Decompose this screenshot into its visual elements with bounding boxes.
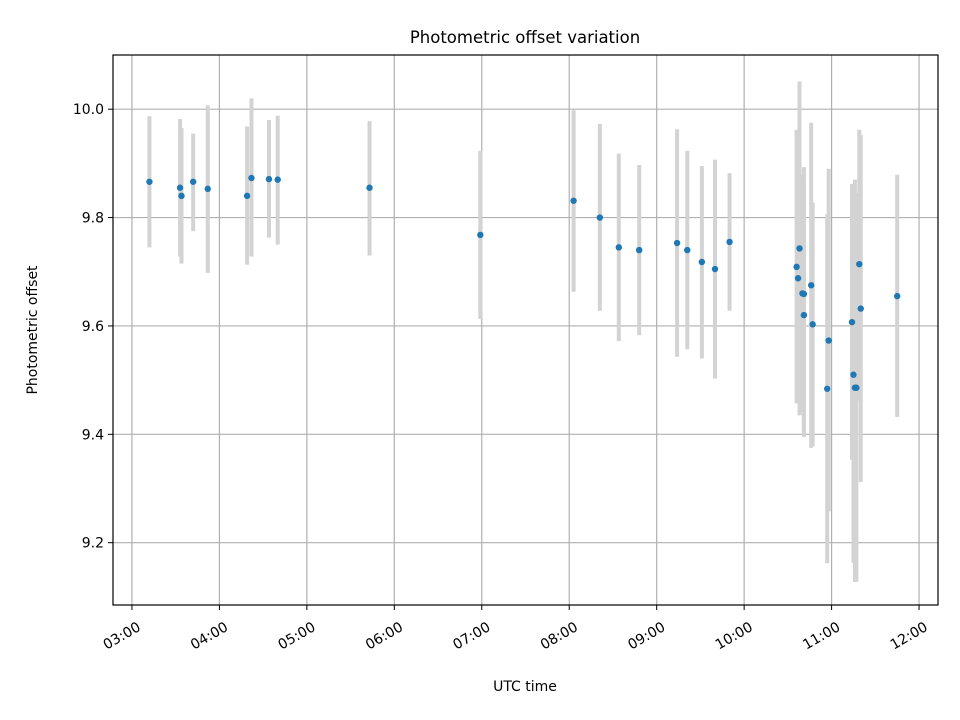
data-point bbox=[635, 246, 643, 254]
data-point bbox=[800, 311, 808, 319]
y-tick-label: 9.8 bbox=[82, 211, 104, 227]
data-point bbox=[243, 192, 251, 200]
data-point bbox=[825, 337, 832, 344]
chart-title: Photometric offset variation bbox=[410, 28, 640, 47]
data-point bbox=[570, 197, 577, 204]
data-point bbox=[366, 184, 373, 191]
data-point bbox=[146, 178, 153, 185]
data-point bbox=[794, 275, 802, 282]
data-point bbox=[853, 384, 860, 391]
y-axis-label: Photometric offset bbox=[25, 265, 41, 395]
data-point bbox=[673, 239, 681, 247]
data-point bbox=[698, 258, 706, 266]
data-point bbox=[189, 178, 197, 185]
data-point bbox=[796, 245, 803, 252]
data-point bbox=[809, 321, 816, 328]
data-point bbox=[726, 238, 733, 246]
point-layer bbox=[146, 174, 901, 392]
data-point bbox=[684, 246, 691, 254]
data-point bbox=[204, 185, 211, 193]
y-tick-label: 9.2 bbox=[82, 536, 104, 552]
y-tick-label: 10.0 bbox=[73, 102, 104, 118]
data-point bbox=[850, 371, 857, 378]
data-point bbox=[176, 184, 184, 191]
data-point bbox=[615, 244, 622, 251]
x-axis-label: UTC time bbox=[493, 679, 557, 695]
data-point bbox=[265, 175, 273, 183]
data-point bbox=[807, 282, 815, 289]
y-tick-label: 9.6 bbox=[82, 319, 104, 335]
data-point bbox=[857, 305, 864, 312]
data-point bbox=[793, 263, 800, 271]
data-point bbox=[477, 231, 484, 239]
data-point bbox=[893, 292, 901, 300]
data-point bbox=[274, 176, 281, 183]
y-tick-label: 9.4 bbox=[82, 427, 104, 443]
data-point bbox=[248, 174, 255, 182]
data-point bbox=[711, 265, 719, 273]
plot-frame bbox=[112, 54, 939, 606]
data-point bbox=[800, 290, 808, 298]
data-point bbox=[824, 385, 831, 392]
data-point bbox=[848, 318, 856, 326]
data-point bbox=[596, 214, 604, 221]
data-point bbox=[178, 192, 185, 200]
data-point bbox=[856, 260, 863, 268]
